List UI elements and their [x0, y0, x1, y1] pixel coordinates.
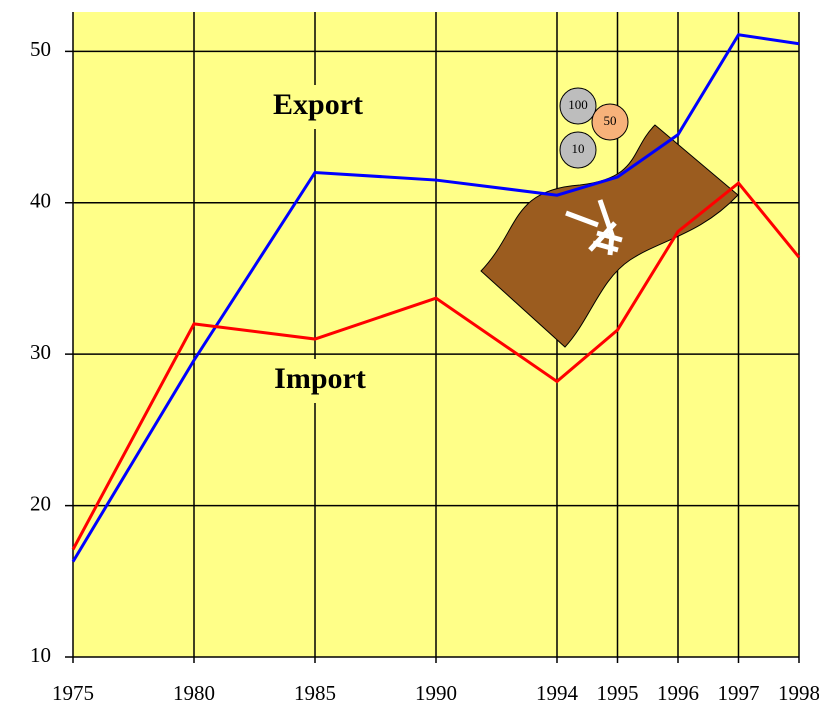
x-tick-label: 1990 — [415, 681, 457, 705]
x-tick-label: 1975 — [52, 681, 94, 705]
y-tick-label: 40 — [30, 189, 51, 213]
series-label: Import — [274, 362, 366, 395]
x-tick-label: 1994 — [536, 681, 579, 705]
x-tick-label: 1980 — [173, 681, 215, 705]
chart: 10 20 30 40 50 1975 1980 1985 1990 1994 1995 1996 19… — [0, 0, 819, 713]
y-tick-label: 10 — [30, 643, 51, 667]
x-tick-label: 1985 — [294, 681, 336, 705]
x-tick-label: 1998 — [778, 681, 819, 705]
coin-label: 50 — [604, 113, 617, 128]
y-tick-label: 20 — [30, 491, 51, 515]
series-label: Export — [273, 88, 363, 121]
x-tick-label: 1996 — [657, 681, 699, 705]
x-tick-label: 1997 — [718, 681, 760, 705]
coin-label: 100 — [568, 97, 588, 112]
y-tick-label: 30 — [30, 340, 51, 364]
x-tick-label: 1995 — [597, 681, 639, 705]
y-tick-label: 50 — [30, 37, 51, 61]
coin-label: 10 — [572, 141, 585, 156]
